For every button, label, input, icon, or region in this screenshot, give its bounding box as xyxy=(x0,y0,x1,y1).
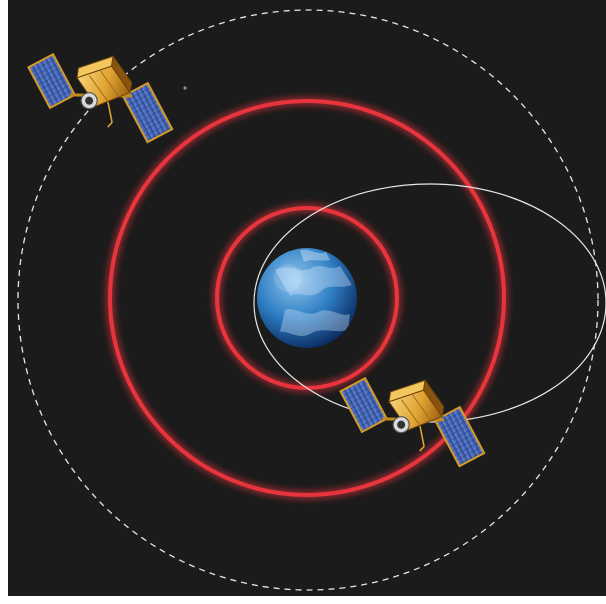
page-margin-bottom xyxy=(0,596,606,604)
geostationary-orbit xyxy=(17,9,599,591)
satellite-icon xyxy=(27,52,174,144)
satellite-icon xyxy=(339,376,486,468)
star-speck xyxy=(183,86,187,90)
outer-radiation-belt xyxy=(105,96,509,500)
page-margin xyxy=(0,0,8,604)
earth-globe-icon xyxy=(257,248,357,348)
elliptical-orbit xyxy=(253,183,606,423)
